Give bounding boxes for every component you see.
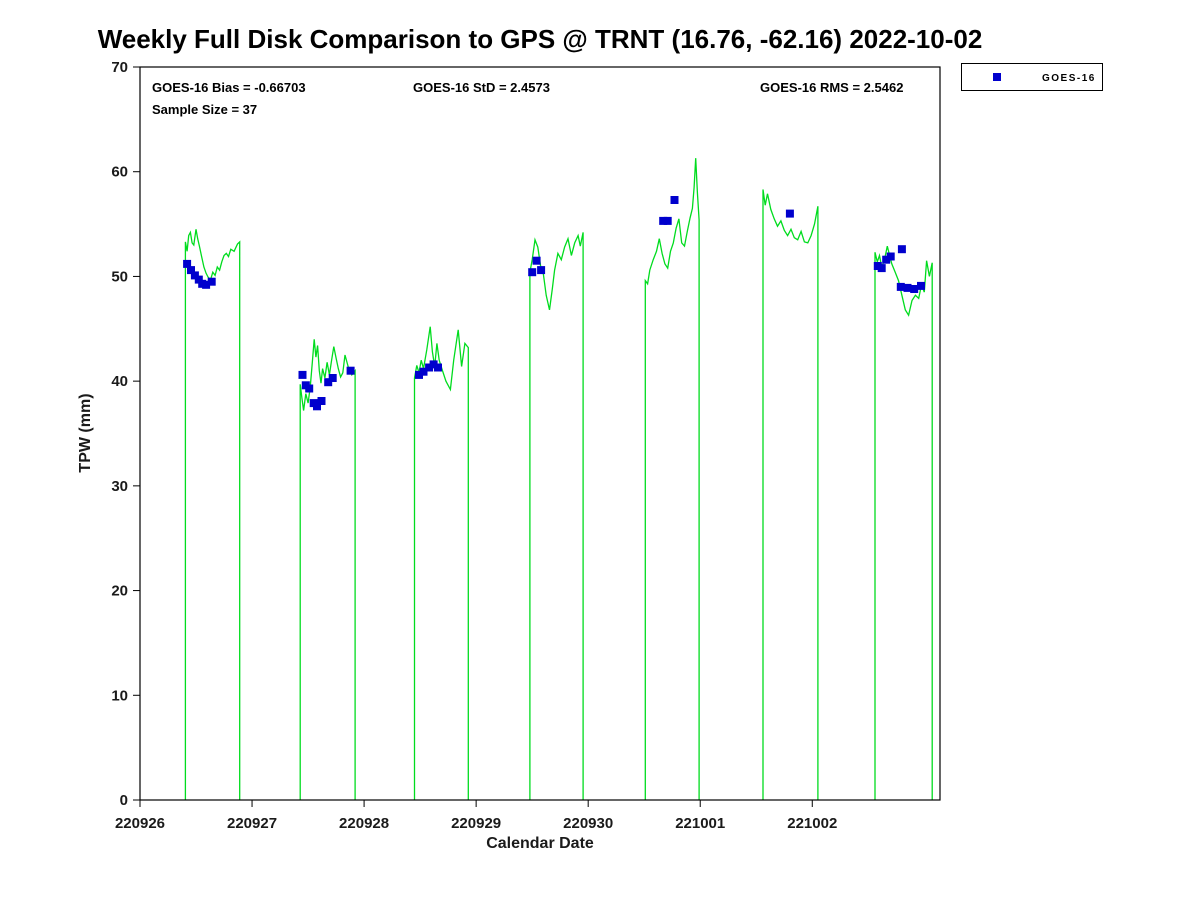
goes16-marker bbox=[425, 363, 434, 372]
goes16-marker bbox=[882, 255, 891, 264]
goes16-marker bbox=[537, 266, 546, 275]
goes16-marker bbox=[305, 384, 314, 393]
goes16-marker bbox=[663, 216, 672, 225]
goes16-marker bbox=[434, 363, 442, 372]
goes16-marker bbox=[324, 378, 333, 387]
y-tick-label: 40 bbox=[111, 373, 128, 390]
goes16-marker bbox=[298, 370, 307, 379]
y-tick-label: 0 bbox=[120, 792, 128, 809]
plot-area: 0 10 20 30 40 50 60 70 220926 220927 220928 220929 2… bbox=[111, 59, 941, 832]
goes16-marker bbox=[313, 402, 321, 411]
axes-box bbox=[139, 66, 941, 801]
gps-line-segment bbox=[874, 245, 933, 800]
legend-box bbox=[961, 63, 1103, 91]
gps-line-segment bbox=[299, 339, 356, 800]
legend-goes16-marker-icon bbox=[993, 73, 1001, 81]
goes16-marker bbox=[207, 277, 216, 286]
goes16-marker bbox=[903, 283, 912, 292]
goes16-marker bbox=[415, 370, 423, 379]
goes16-marker bbox=[419, 367, 428, 376]
chart-title: Weekly Full Disk Comparison to GPS @ TRN… bbox=[98, 24, 983, 54]
gps-line-segment bbox=[644, 158, 700, 800]
x-tick-label: 220930 bbox=[563, 815, 613, 832]
goes16-marker bbox=[528, 268, 537, 277]
y-tick-label: 10 bbox=[111, 687, 128, 704]
goes16-marker bbox=[317, 397, 326, 405]
goes16-marker bbox=[886, 252, 895, 261]
goes16-marker bbox=[183, 259, 192, 268]
goes16-marker bbox=[670, 196, 679, 204]
gps-line-segment bbox=[762, 189, 819, 800]
legend-goes16-label: GOES-16 bbox=[1042, 73, 1096, 84]
goes16-marker bbox=[194, 275, 203, 284]
goes16-marker bbox=[532, 256, 541, 265]
legend: GOES-16 bbox=[961, 63, 1103, 91]
x-tick-label: 220929 bbox=[451, 815, 501, 832]
goes16-marker bbox=[897, 245, 906, 254]
y-tick-label: 60 bbox=[111, 164, 128, 181]
goes16-marker bbox=[785, 209, 794, 218]
gps-line-segment bbox=[184, 229, 241, 800]
gps-line-segment bbox=[413, 326, 469, 800]
goes16-marker bbox=[659, 216, 668, 225]
goes16-marker bbox=[190, 271, 199, 280]
gps-line-segment bbox=[529, 232, 584, 800]
annotation-sample-size: Sample Size = 37 bbox=[152, 102, 257, 117]
annotation-rms: GOES-16 RMS = 2.5462 bbox=[760, 80, 903, 95]
x-axis-label: Calendar Date bbox=[486, 835, 594, 852]
goes16-marker bbox=[346, 366, 355, 375]
goes16-marker bbox=[896, 282, 905, 291]
y-axis-label: TPW (mm) bbox=[77, 393, 94, 472]
x-tick-label: 221001 bbox=[675, 815, 725, 832]
goes16-marker bbox=[187, 266, 195, 275]
goes16-marker bbox=[429, 360, 438, 369]
annotation-bias: GOES-16 Bias = -0.66703 bbox=[152, 80, 306, 95]
goes16-marker bbox=[328, 374, 337, 382]
x-tick-label: 220926 bbox=[115, 815, 165, 832]
goes16-marker bbox=[877, 264, 886, 273]
annotation-std: GOES-16 StD = 2.4573 bbox=[413, 80, 550, 95]
x-tick-label: 220928 bbox=[339, 815, 389, 832]
y-tick-label: 30 bbox=[111, 478, 128, 495]
goes16-marker bbox=[917, 281, 925, 290]
y-tick-label: 50 bbox=[111, 268, 128, 285]
y-tick-label: 70 bbox=[111, 59, 128, 76]
goes16-marker bbox=[910, 285, 919, 293]
y-tick-label: 20 bbox=[111, 583, 128, 600]
x-tick-label: 220927 bbox=[227, 815, 277, 832]
goes16-marker bbox=[202, 280, 211, 289]
x-tick-label: 221002 bbox=[787, 815, 837, 832]
